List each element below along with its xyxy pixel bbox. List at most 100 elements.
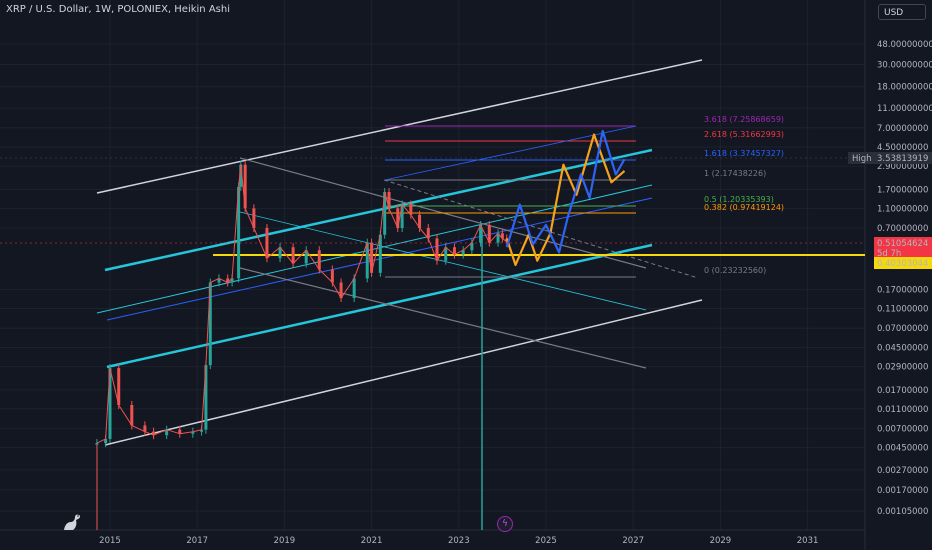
lightning-icon[interactable]: ϟ [497, 516, 513, 532]
y-tick-label: 1.10000000 [877, 204, 928, 214]
fib-label-3: 1 (2.17438226) [704, 169, 766, 178]
fib-label-2: 1.618 (3.37457327) [704, 149, 784, 158]
candle-body [237, 186, 241, 279]
x-tick-label: 2025 [535, 536, 557, 546]
price-marker-bg-1 [874, 237, 932, 249]
dashed-descending [383, 179, 699, 279]
high-tag-label: High [852, 154, 872, 164]
candle-body [435, 238, 439, 261]
y-tick-label: 2.90000000 [877, 162, 928, 172]
fib-label-4: 0.5 (1.20335393) [704, 195, 774, 204]
price-marker-value-1: 0.51054624 [877, 239, 928, 249]
price-marker-bg-3 [874, 257, 932, 269]
candle-body [104, 438, 108, 444]
y-tick-label: 0.01100000 [877, 405, 928, 415]
y-tick-label: 0.00700000 [877, 424, 928, 434]
fib-label-5: 0.382 (0.97419124) [704, 203, 784, 212]
candle-body [204, 365, 208, 430]
candle-body [191, 431, 195, 434]
candle-body [461, 250, 465, 255]
candle-body [95, 443, 99, 445]
candle-body [265, 228, 269, 259]
candle-body [378, 234, 382, 273]
candle-body [396, 208, 400, 229]
x-tick-label: 2029 [710, 536, 732, 546]
candle-body [252, 208, 256, 229]
currency-selector[interactable]: USD [878, 4, 926, 20]
descending-line-c [239, 211, 647, 311]
y-tick-label: 0.00450000 [877, 444, 928, 454]
y-tick-label: 1.70000000 [877, 185, 928, 195]
x-tick-label: 2019 [274, 536, 296, 546]
candle-body [370, 242, 374, 273]
projection-blue [505, 129, 626, 254]
candle-body [339, 282, 343, 299]
outer-channel-lower [104, 299, 703, 446]
candle-body [418, 214, 422, 229]
y-tick-label: 18.00000000 [877, 83, 932, 93]
y-tick-label: 0.04500000 [877, 343, 928, 353]
high-tag-bg [848, 152, 874, 164]
candle-body [444, 247, 448, 261]
candle-body [217, 278, 221, 283]
x-tick-label: 2027 [622, 536, 644, 546]
candle-body [208, 282, 212, 366]
y-tick-label: 0.11000000 [877, 305, 928, 315]
y-tick-label: 7.00000000 [877, 124, 928, 134]
candle-body [487, 225, 491, 243]
x-tick-label: 2015 [99, 536, 121, 546]
price-path [96, 164, 508, 444]
candle-body [496, 233, 500, 243]
y-tick-label: 0.00170000 [877, 486, 928, 496]
candle-body [426, 228, 430, 239]
projection-orange [505, 133, 626, 266]
candle-body [278, 247, 282, 259]
candle-body [330, 269, 334, 283]
x-tick-label: 2017 [186, 536, 208, 546]
candle-body [226, 278, 230, 283]
y-tick-label: 0.07000000 [877, 324, 928, 334]
price-marker-value-0: 3.53813919 [877, 154, 928, 164]
candle-body [243, 164, 247, 209]
price-marker-bg-0 [874, 152, 932, 164]
candle-body [178, 429, 182, 434]
fib-label-0: 3.618 (7.25868659) [704, 115, 784, 124]
y-tick-label: 4.50000000 [877, 143, 928, 153]
candle-body [230, 278, 234, 283]
candle-body [317, 250, 321, 270]
y-tick-label: 0.01700000 [877, 386, 928, 396]
candle-body [108, 368, 112, 439]
candle-body [143, 425, 147, 432]
price-marker-value-3: 0.40303044 [877, 259, 928, 269]
candle-body [152, 431, 156, 436]
channel-upper [104, 148, 653, 272]
candle-body [117, 368, 121, 405]
fib-label-1: 2.618 (5.31662993) [704, 130, 784, 139]
y-tick-label: 30.00000000 [877, 60, 932, 70]
candle-body [365, 242, 369, 279]
tradingview-logo-icon[interactable] [62, 512, 84, 532]
thin-channel-a [96, 184, 653, 314]
candle-body [387, 192, 391, 209]
candle-body [291, 247, 295, 264]
candle-body [479, 225, 483, 243]
candle-body [500, 233, 504, 239]
candle-body [383, 192, 387, 235]
y-tick-label: 0.02900000 [877, 363, 928, 373]
candle-body [452, 247, 456, 255]
candle-body [352, 278, 356, 299]
candle-body [130, 404, 134, 426]
y-tick-label: 11.00000000 [877, 104, 932, 114]
candle-body [409, 204, 413, 215]
price-marker-bg-2 [874, 247, 932, 259]
x-tick-label: 2021 [361, 536, 383, 546]
y-tick-label: 0.17000000 [877, 286, 928, 296]
price-marker-value-2: 5d 7h [877, 249, 901, 259]
candle-body [400, 204, 404, 229]
candle-body [304, 250, 308, 264]
candle-body [200, 429, 204, 432]
x-tick-label: 2023 [448, 536, 470, 546]
y-tick-label: 0.70000000 [877, 224, 928, 234]
fib-label-6: 0 (0.23232560) [704, 266, 766, 275]
